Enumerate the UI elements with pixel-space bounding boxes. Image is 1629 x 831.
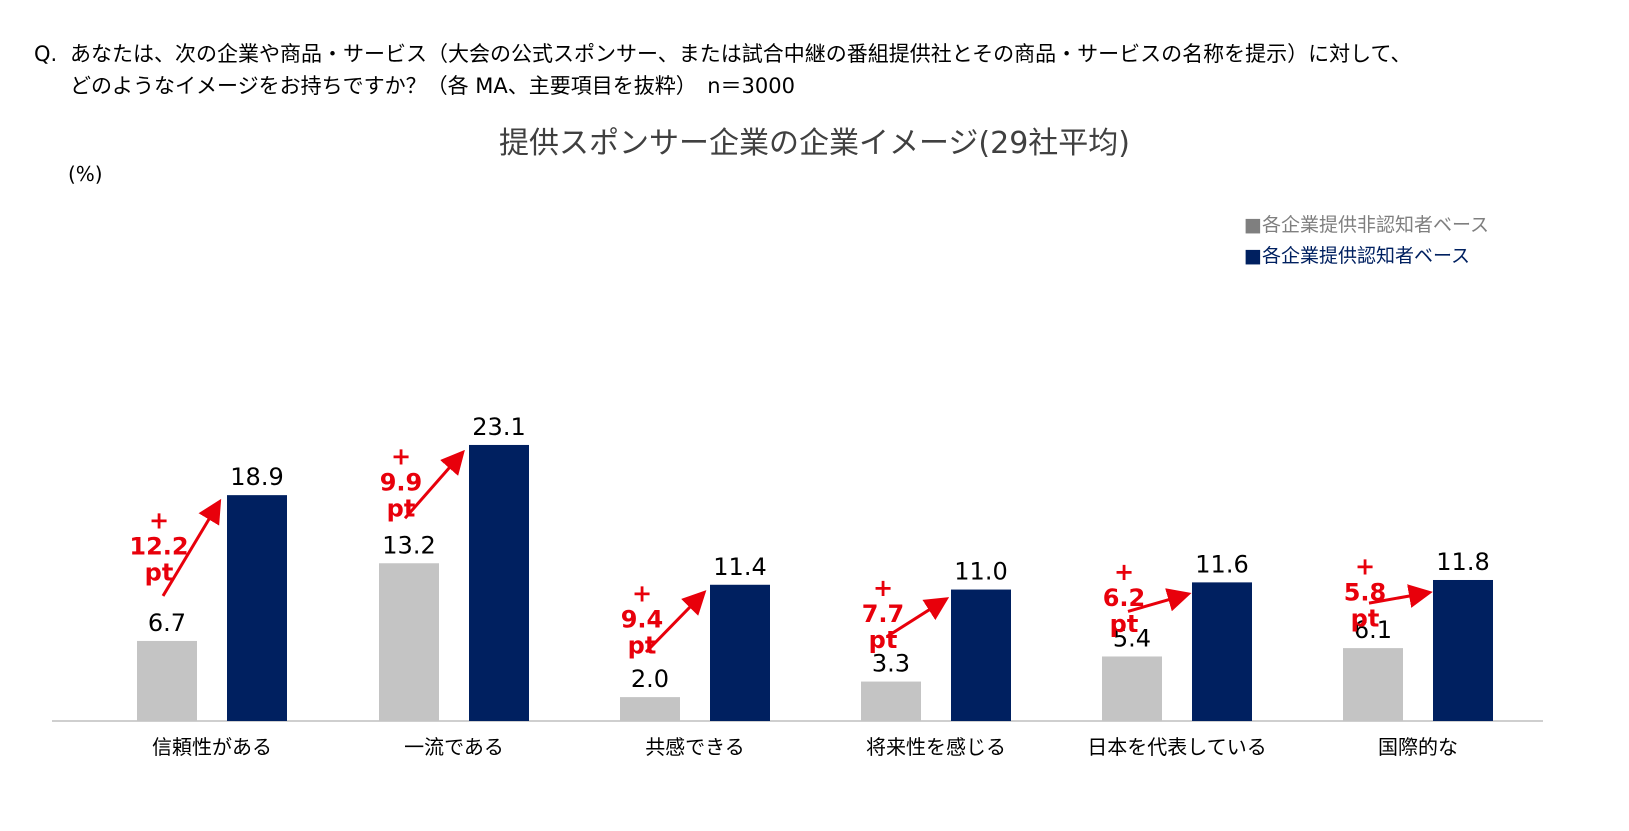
diff-value-0: 12.2 (129, 533, 188, 561)
question-marker: Q. (34, 42, 58, 66)
data-label-aware-5: 11.8 (1436, 548, 1489, 576)
increase-arrow-3 (886, 597, 950, 638)
diff-plus-5: + (1355, 553, 1375, 581)
bar-aware-2 (710, 584, 770, 721)
data-label-aware-4: 11.6 (1195, 550, 1248, 578)
bar-aware-0 (227, 495, 287, 721)
data-label-aware-2: 11.4 (713, 553, 766, 581)
data-label-unaware-2: 2.0 (631, 665, 669, 693)
data-label-unaware-3: 3.3 (872, 650, 910, 678)
bar-aware-1 (469, 444, 529, 721)
diff-unit-0: pt (145, 559, 174, 587)
category-label-4: 日本を代表している (1087, 735, 1266, 759)
diff-value-3: 7.7 (862, 600, 905, 628)
category-label-1: 一流である (404, 735, 504, 759)
data-label-unaware-0: 6.7 (148, 609, 186, 637)
category-label-2: 共感できる (645, 735, 745, 759)
diff-unit-4: pt (1110, 610, 1139, 638)
diff-unit-3: pt (869, 626, 898, 654)
diff-plus-1: + (391, 443, 411, 471)
data-label-unaware-1: 13.2 (382, 531, 435, 559)
increase-arrow-5 (1368, 584, 1433, 608)
diff-plus-2: + (632, 579, 652, 607)
y-unit-label: (%) (68, 162, 103, 186)
bar-unaware-3 (861, 681, 921, 721)
category-label-5: 国際的な (1378, 735, 1458, 759)
survey-question: Q. あなたは、次の企業や商品・サービス（大会の公式スポンサー、または試合中継の… (34, 38, 1411, 102)
bar-aware-3 (951, 589, 1011, 721)
legend: ■各企業提供非認知者ベース ■各企業提供認知者ベース (1244, 210, 1489, 272)
diff-value-1: 9.9 (380, 469, 423, 497)
data-label-aware-0: 18.9 (230, 463, 283, 491)
diff-plus-3: + (873, 574, 893, 602)
diff-value-5: 5.8 (1344, 579, 1387, 607)
diff-unit-1: pt (387, 495, 416, 523)
chart-title: 提供スポンサー企業の企業イメージ(29社平均) (499, 126, 1130, 161)
bar-unaware-2 (620, 697, 680, 721)
diff-plus-4: + (1114, 558, 1134, 586)
question-line-2: どのようなイメージをお持ちですか？（各 MA、主要項目を抜粋） n＝3000 (70, 74, 795, 98)
increase-arrow-2 (644, 590, 707, 654)
bar-unaware-1 (379, 563, 439, 721)
bar-aware-4 (1192, 582, 1252, 721)
increase-arrow-1 (403, 449, 465, 520)
legend-item-unaware: ■各企業提供非認知者ベース (1244, 214, 1490, 236)
bar-unaware-5 (1343, 648, 1403, 721)
diff-unit-5: pt (1351, 605, 1380, 633)
legend-item-aware: ■各企業提供認知者ベース (1244, 245, 1471, 267)
diff-value-4: 6.2 (1103, 584, 1146, 612)
bar-unaware-0 (137, 640, 197, 721)
category-label-0: 信頼性がある (152, 735, 272, 759)
data-label-unaware-5: 6.1 (1354, 616, 1392, 644)
bar-unaware-4 (1102, 656, 1162, 721)
question-line-1: あなたは、次の企業や商品・サービス（大会の公式スポンサー、または試合中継の番組提… (70, 42, 1412, 66)
diff-plus-0: + (149, 507, 169, 535)
diff-unit-2: pt (628, 631, 657, 659)
increase-arrow-0 (161, 498, 222, 597)
bar-aware-5 (1433, 579, 1493, 721)
category-label-3: 将来性を感じる (866, 735, 1006, 759)
data-label-unaware-4: 5.4 (1113, 624, 1151, 652)
diff-value-2: 9.4 (621, 605, 664, 633)
data-label-aware-1: 23.1 (472, 413, 525, 441)
increase-arrow-4 (1127, 588, 1192, 613)
data-label-aware-3: 11.0 (954, 558, 1007, 586)
